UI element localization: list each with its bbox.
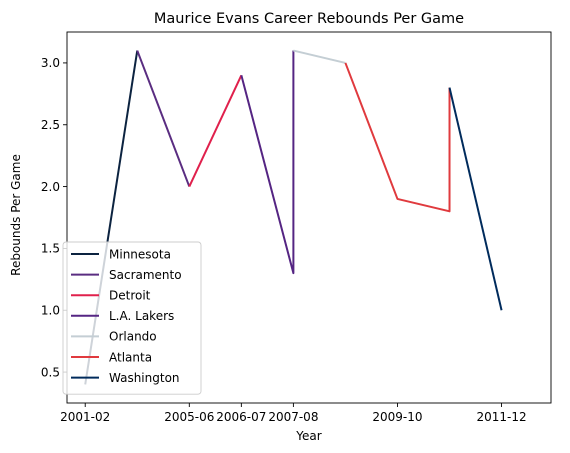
series-lines [84, 49, 503, 385]
y-axis: 0.5 1.0 1.5 2.0 2.5 3.0 [41, 56, 67, 379]
legend: Minnesota Sacramento Detroit L.A. Lakers Orl… [62, 241, 202, 395]
x-tick-label: 2011-12 [476, 410, 526, 424]
series-line-orlando [293, 49, 346, 64]
y-tick-label: 3.0 [41, 56, 60, 70]
legend-label: Atlanta [109, 350, 152, 364]
x-axis: 2001-02 2005-06 2006-07 2007-08 2009-10 2011-… [60, 403, 527, 424]
legend-label: Sacramento [109, 268, 182, 282]
chart-title: Maurice Evans Career Rebounds Per Game [154, 11, 464, 27]
x-tick-label: 2001-02 [60, 410, 110, 424]
x-tick-label: 2009-10 [372, 410, 422, 424]
x-axis-label: Year [295, 429, 321, 443]
y-tick-label: 0.5 [41, 365, 60, 379]
series-line-atlanta [344, 62, 451, 213]
y-tick-label: 1.0 [41, 304, 60, 318]
legend-label: Minnesota [109, 247, 171, 261]
y-tick-label: 2.5 [41, 118, 60, 132]
series-line-l-a-lakers [240, 50, 295, 275]
plot-area [66, 31, 552, 404]
legend-label: L.A. Lakers [109, 309, 174, 323]
x-tick-label: 2007-08 [268, 410, 318, 424]
series-line-sacramento [136, 50, 191, 187]
plot-frame [66, 31, 552, 404]
series-line-washington [448, 87, 503, 311]
series-line-detroit [188, 74, 243, 188]
y-axis-label: Rebounds Per Game [9, 154, 23, 276]
y-tick-label: 1.5 [41, 242, 60, 256]
legend-label: Detroit [109, 289, 151, 303]
legend-label: Washington [109, 371, 180, 385]
x-tick-label: 2005-06 [164, 410, 214, 424]
legend-label: Orlando [109, 330, 157, 344]
y-tick-label: 2.0 [41, 180, 60, 194]
x-tick-label: 2006-07 [216, 410, 266, 424]
